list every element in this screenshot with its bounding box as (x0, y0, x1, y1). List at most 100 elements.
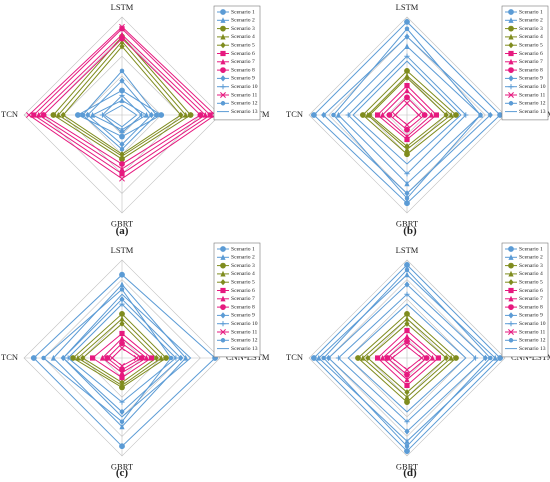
data-point (119, 35, 125, 42)
legend-entry: Scenario 5 (231, 279, 255, 285)
data-point (335, 355, 341, 361)
data-point (404, 376, 410, 383)
data-point (404, 26, 410, 32)
legend-marker (220, 42, 226, 49)
legend-marker (508, 295, 514, 302)
legend-marker (220, 17, 226, 23)
series-3 (355, 310, 459, 405)
series-5 (60, 43, 184, 158)
legend-marker (508, 262, 514, 269)
data-point (404, 151, 410, 158)
legend-marker (220, 270, 226, 277)
legend-marker (220, 295, 226, 302)
legend-marker (220, 50, 226, 57)
series-4 (360, 315, 454, 400)
legend-entry: Scenario 13 (231, 109, 258, 115)
legend-entry: Scenario 7 (519, 59, 543, 65)
series-12 (321, 267, 493, 449)
legend-entry: Scenario 11 (231, 329, 258, 335)
legend: Scenario 1 Scenario 2 Scenario 3 Scenario 4… (501, 242, 549, 358)
data-point (497, 355, 503, 361)
data-point (119, 301, 125, 307)
legend-marker (508, 287, 514, 294)
data-point (153, 354, 159, 362)
data-point (404, 83, 410, 89)
data-point (119, 68, 125, 74)
data-point (80, 112, 86, 118)
data-point (119, 151, 125, 158)
data-point (109, 355, 116, 361)
axis-label-lstm: LSTM (396, 245, 419, 255)
legend-entry: Scenario 6 (519, 288, 543, 294)
data-point (418, 355, 425, 361)
data-point (404, 428, 410, 435)
series-1 (310, 261, 503, 454)
series-line (103, 104, 138, 128)
legend-entry: Scenario 2 (519, 255, 543, 261)
series-13 (347, 303, 467, 413)
data-point (30, 355, 37, 361)
series-line (352, 60, 462, 165)
data-point (335, 111, 341, 118)
data-point (119, 92, 125, 98)
data-point (492, 354, 498, 361)
series-7 (379, 333, 436, 383)
legend-entry: Scenario 2 (231, 255, 255, 261)
data-point (473, 355, 479, 361)
legend-entry: Scenario 10 (519, 321, 546, 327)
legend-marker (220, 254, 226, 260)
legend-entry: Scenario 13 (519, 346, 546, 352)
legend-marker (508, 75, 514, 82)
series-5 (367, 74, 449, 150)
axis-label-tcn: TCN (286, 352, 303, 362)
data-point (404, 281, 410, 288)
data-point (404, 438, 410, 444)
legend-marker (508, 33, 514, 40)
data-point (60, 111, 66, 119)
series-11 (392, 100, 422, 128)
data-point (404, 448, 410, 454)
data-point (316, 354, 322, 361)
data-point (321, 355, 326, 361)
legend-marker (508, 42, 514, 49)
legend-entry: Scenario 7 (231, 296, 255, 302)
legend-marker (508, 270, 514, 277)
data-point (404, 382, 410, 389)
legend-marker (220, 287, 226, 294)
legend-marker (508, 92, 514, 98)
series-13 (103, 104, 138, 128)
data-point (119, 419, 125, 424)
data-point (119, 175, 125, 182)
series-11 (389, 343, 425, 373)
data-point (138, 355, 145, 361)
data-point (148, 111, 154, 119)
series-10 (345, 53, 469, 177)
data-point (386, 112, 393, 118)
data-point (360, 354, 366, 361)
data-point (453, 112, 459, 118)
data-point (119, 77, 125, 84)
legend-entry: Scenario 12 (231, 101, 258, 107)
data-point (119, 130, 125, 136)
series-6 (31, 26, 213, 177)
series-8 (384, 338, 430, 378)
legend-marker (220, 262, 226, 269)
series-2 (316, 271, 498, 444)
legend-entry: Scenario 11 (231, 92, 258, 98)
data-point (70, 355, 76, 361)
data-point (435, 355, 441, 361)
data-point (359, 112, 366, 118)
legend-entry: Scenario 9 (231, 313, 255, 319)
data-point (119, 296, 125, 303)
legend-entry: Scenario 10 (519, 84, 546, 90)
series-1 (30, 271, 218, 450)
data-point (478, 112, 483, 118)
legend-marker (508, 17, 514, 23)
legend-entry: Scenario 10 (231, 84, 258, 90)
data-point (119, 408, 125, 415)
data-point (119, 379, 125, 386)
